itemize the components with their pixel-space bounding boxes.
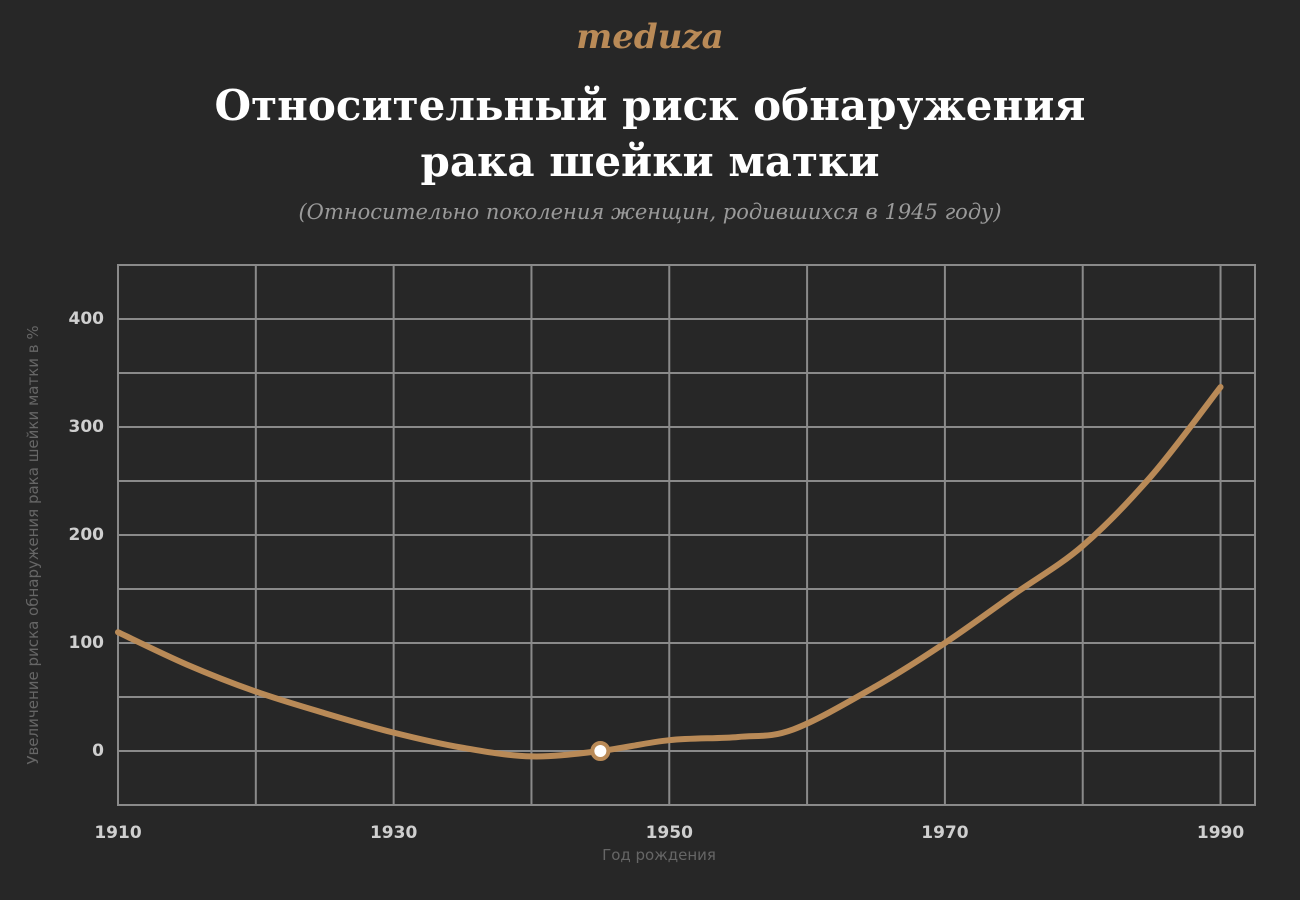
brand-logo: meduza: [576, 17, 723, 57]
highlight-point: [590, 741, 611, 761]
plot-border: [117, 264, 1256, 806]
chart-title: Относительный риск обнаружения рака шейки…: [215, 81, 1086, 186]
x-tick-label: 1950: [646, 823, 693, 843]
x-axis-label: Год рождения: [602, 846, 716, 864]
y-tick-label: 100: [69, 633, 105, 653]
x-tick-label: 1990: [1197, 823, 1244, 843]
chart-subtitle: (Относительно поколения женщин, родивших…: [298, 200, 1001, 224]
x-tick-label: 1930: [370, 823, 417, 843]
data-line: [115, 384, 1224, 760]
y-tick-label: 300: [69, 417, 105, 437]
y-axis-label: Увеличение риска обнаружения рака шейки …: [24, 325, 42, 764]
x-tick-label: 1910: [94, 823, 141, 843]
y-tick-label: 200: [69, 525, 105, 545]
y-tick-label: 0: [92, 741, 104, 761]
y-tick-label: 400: [69, 309, 105, 329]
x-tick-label: 1970: [921, 823, 968, 843]
